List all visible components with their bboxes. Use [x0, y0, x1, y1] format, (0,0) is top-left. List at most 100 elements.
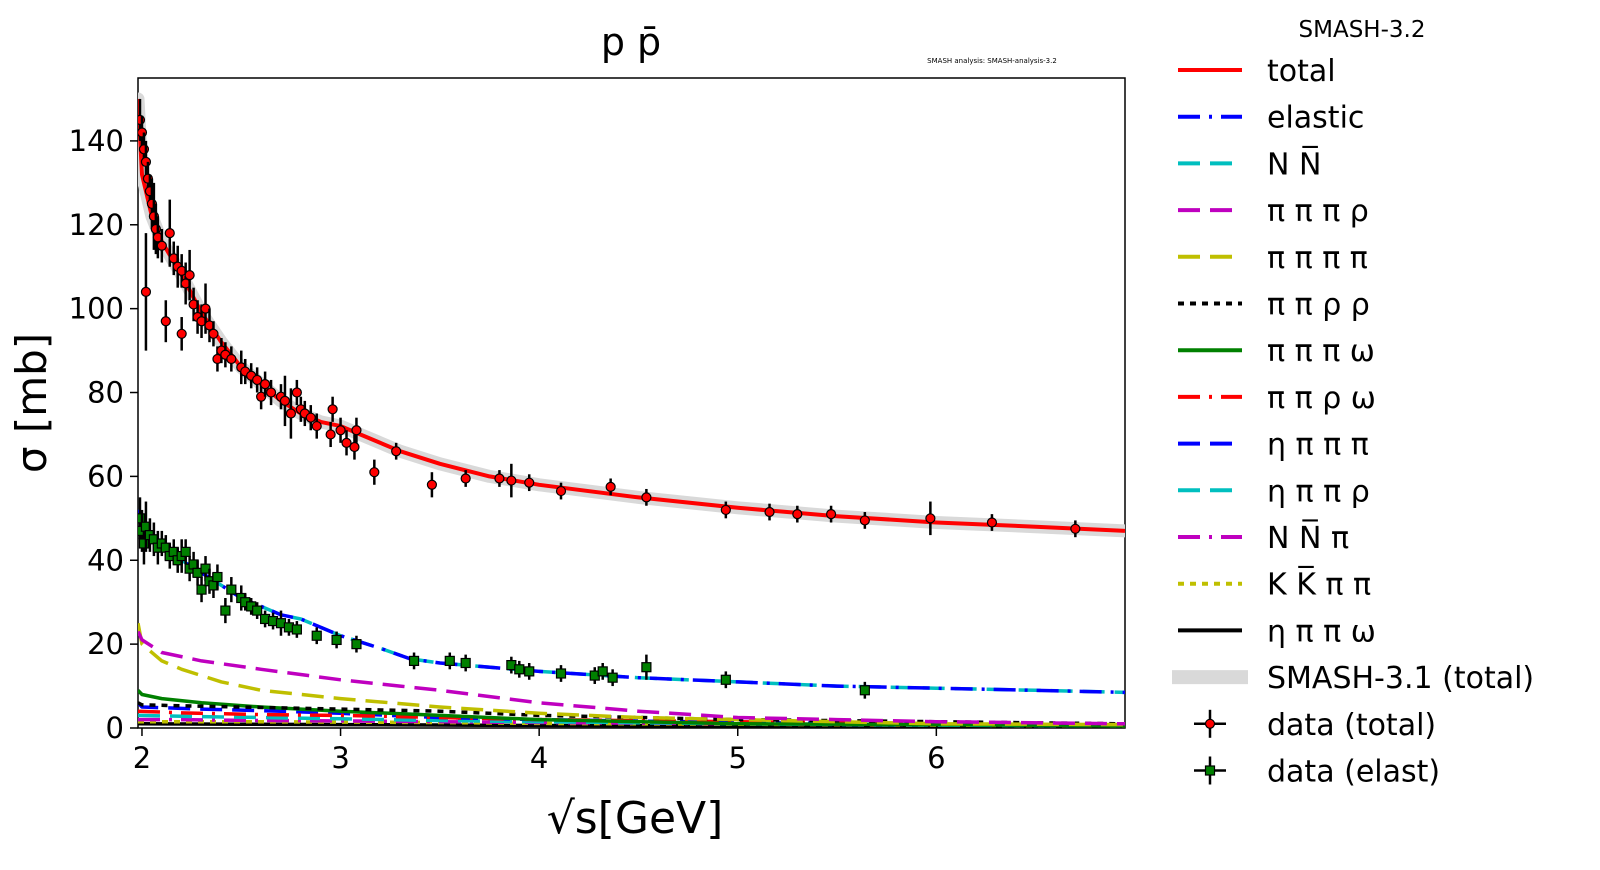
data-elastic-marker — [220, 605, 231, 616]
legend-entry-0: total — [1178, 54, 1336, 89]
x-tick-label: 4 — [530, 741, 548, 775]
legend-entry-5: π π ρ ρ — [1178, 288, 1370, 323]
legend-label: SMASH-3.1 (total) — [1267, 661, 1534, 696]
data-total-point-45 — [325, 421, 336, 448]
legend-entry-7: π π ρ ω — [1178, 381, 1376, 416]
data-total-marker — [369, 467, 380, 478]
data-total-marker — [494, 473, 505, 484]
data-total-marker — [285, 408, 297, 419]
data-elastic-marker — [460, 657, 471, 669]
data-total-marker — [605, 481, 616, 492]
data-total-marker — [184, 269, 195, 281]
data-elastic-point-46 — [641, 654, 652, 680]
legend-entry-2: N N̅ — [1178, 145, 1321, 182]
data-total-point-17 — [176, 317, 187, 351]
data-elastic-point-17 — [196, 577, 207, 603]
data-total-point-65 — [859, 512, 870, 529]
data-elastic-point-13 — [180, 539, 191, 565]
data-total-point-38 — [279, 375, 291, 427]
legend-label: η π π π — [1267, 428, 1369, 463]
data-total-point-67 — [986, 514, 998, 531]
series-line-8 — [138, 701, 1125, 728]
data-total-point-48 — [341, 430, 352, 456]
data-elastic-point-23 — [226, 577, 237, 603]
data-elastic-marker — [555, 668, 567, 679]
data-total-point-44 — [311, 413, 322, 439]
data-total-point-35 — [259, 371, 271, 397]
data-total-marker — [792, 509, 803, 520]
data-elastic-point-45 — [607, 669, 618, 687]
legend-label: π π π ρ — [1267, 194, 1369, 229]
data-total-marker — [1070, 523, 1081, 534]
data-total-point-33 — [252, 367, 263, 393]
data-total-point-19 — [184, 249, 195, 301]
data-total-marker — [176, 328, 187, 339]
legend-entry-14: data (total) — [1194, 708, 1436, 743]
legend-entry-11: K K̅ π π — [1178, 565, 1371, 603]
legend-entry-3: π π π ρ — [1178, 194, 1369, 229]
data-total-marker — [259, 379, 271, 390]
data-elastic-point-36 — [408, 652, 420, 670]
legend-label: η π π ρ — [1267, 474, 1370, 509]
data-total-marker — [160, 316, 171, 327]
data-total-marker — [426, 479, 438, 490]
legend-entry-6: π π π ω — [1178, 334, 1375, 369]
data-total-marker — [335, 425, 346, 436]
data-elastic-marker — [291, 624, 302, 635]
legend-marker — [1204, 718, 1216, 729]
data-total-point-46 — [327, 396, 338, 422]
data-elastic-point-27 — [252, 602, 263, 619]
y-tick-label: 140 — [69, 124, 124, 158]
data-elastic-point-42 — [555, 665, 567, 682]
data-elastic-point-32 — [291, 621, 302, 638]
series-line-4 — [138, 622, 1125, 727]
data-total-marker — [391, 446, 402, 457]
data-elastic-marker — [252, 605, 263, 616]
plot-area — [138, 92, 1125, 728]
data-total-marker — [325, 429, 336, 440]
chart-title: p p̄ — [601, 20, 661, 64]
data-total-point-8 — [140, 233, 152, 351]
y-tick-label: 40 — [87, 543, 124, 577]
data-elastic-point-41 — [524, 663, 535, 680]
data-total-marker — [524, 477, 535, 488]
data-total-point-10 — [152, 216, 163, 259]
data-total-marker — [156, 240, 167, 251]
legend-entry-10: N N̅ π — [1178, 519, 1349, 556]
data-total-marker — [140, 286, 152, 297]
y-tick-label: 60 — [87, 459, 124, 493]
data-total-point-25 — [208, 321, 219, 347]
data-total-point-53 — [426, 472, 438, 498]
data-elastic-point-44 — [597, 663, 608, 680]
data-elastic-marker — [859, 685, 870, 696]
data-total-marker — [311, 420, 322, 432]
legend-label: π π ρ ω — [1267, 381, 1376, 416]
legend-entry-13: SMASH-3.1 (total) — [1172, 661, 1534, 696]
x-axis-label: √s[GeV] — [547, 793, 724, 844]
data-total-point-55 — [494, 470, 505, 487]
legend: total elastic N N̅ π π π ρ π π π π π π ρ ρ π π… — [1172, 54, 1534, 790]
data-total-marker — [460, 473, 471, 484]
data-total-marker — [208, 328, 219, 339]
data-elastic-marker — [444, 655, 455, 667]
legend-marker — [1204, 765, 1216, 776]
legend-entry-1: elastic — [1178, 101, 1364, 136]
data-total-marker — [164, 228, 175, 239]
legend-label: data (elast) — [1267, 755, 1440, 790]
data-total-point-63 — [792, 505, 803, 523]
data-total-point-57 — [524, 474, 535, 492]
data-total-marker — [349, 441, 360, 453]
data-elastic-marker — [212, 571, 223, 583]
data-total-point-68 — [1070, 520, 1081, 538]
data-total-marker — [291, 387, 302, 398]
series-line-3 — [138, 630, 1125, 726]
data-total-point-43 — [305, 405, 316, 431]
data-total-point-40 — [291, 379, 302, 406]
data-total-marker — [925, 513, 936, 524]
data-total-point-64 — [825, 505, 837, 523]
data-total-marker — [279, 395, 291, 407]
data-elastic-point-48 — [859, 681, 870, 699]
x-tick-label: 6 — [927, 741, 945, 775]
legend-label: π π ρ ρ — [1267, 288, 1370, 323]
